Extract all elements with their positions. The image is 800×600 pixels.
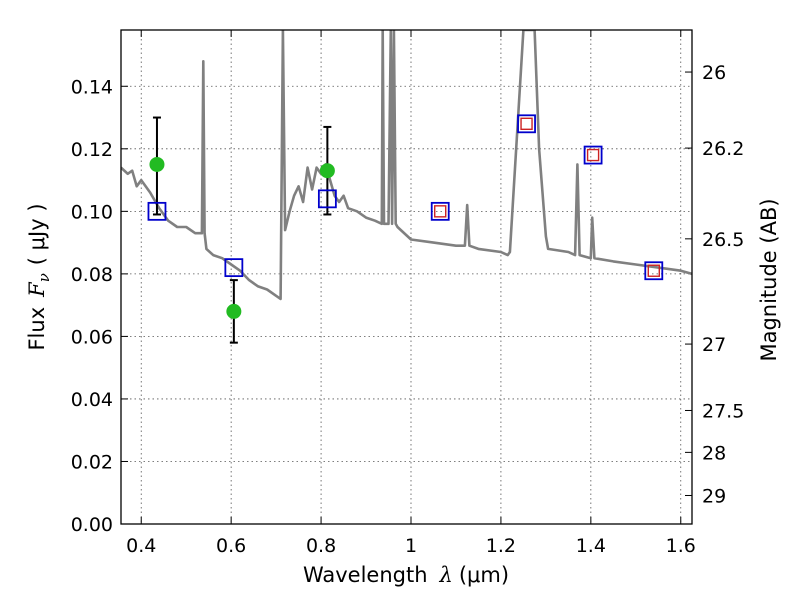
red-square-point [520,117,533,130]
plot-series [121,30,692,344]
y2-tick-label: 26.5 [702,229,744,251]
y2-tick-label: 29 [702,485,726,507]
blue-square-point [644,261,664,281]
blue-square-point [583,145,603,165]
y-axis-label: FluxFν( μJy ) [25,203,53,350]
blue-square-point [147,201,167,221]
grid-lines [121,30,692,525]
y-tick-label: 0.12 [71,139,113,161]
measured-point [319,163,335,179]
y2-tick-label: 28 [702,442,726,464]
blue-squares [147,114,664,281]
plot-frame [120,29,693,525]
y2-tick-label: 26 [702,62,726,84]
y-tick-label: 0.02 [71,451,113,473]
blue-square-point [224,258,244,278]
red-squares [434,117,660,277]
x-tick-label: 1.6 [666,535,696,557]
y2-axis-label: Magnitude (AB) [757,198,781,361]
y-tick-label: 0.10 [71,201,113,223]
model-spectrum-line [121,30,692,301]
blue-square-point [430,201,450,221]
error-bars [152,116,332,344]
red-square-point [647,264,660,277]
y-tick-label: 0.00 [71,514,113,536]
measured-point [149,156,165,172]
x-tick-label: 1.2 [486,535,516,557]
x-tick-label: 1 [405,535,417,557]
x-tick-label: 0.8 [306,535,336,557]
measured-point [226,303,242,319]
blue-square-point [517,114,536,134]
red-square-point [586,148,600,162]
y-tick-label: 0.08 [71,264,113,286]
measured-points [149,156,335,319]
x-axis-label: Wavelength λ (μm) [303,563,509,587]
blue-square-point [317,189,337,209]
red-square-point [434,205,447,218]
y-tick-label: 0.06 [71,326,113,348]
y-tick-label: 0.04 [71,389,113,411]
x-tick-label: 1.4 [576,535,606,557]
y2-tick-label: 27.5 [702,400,744,422]
x-tick-label: 0.6 [216,535,246,557]
y-tick-label: 0.14 [71,76,113,98]
axis-ticks: 0.4 0.6 0.8 1 1.2 1.4 1.6 0.00 0.02 0.04 0.06 0.08 0… [71,30,744,557]
x-tick-label: 0.4 [126,535,156,557]
y2-tick-label: 27 [702,334,726,356]
y2-tick-label: 26.2 [702,138,744,160]
